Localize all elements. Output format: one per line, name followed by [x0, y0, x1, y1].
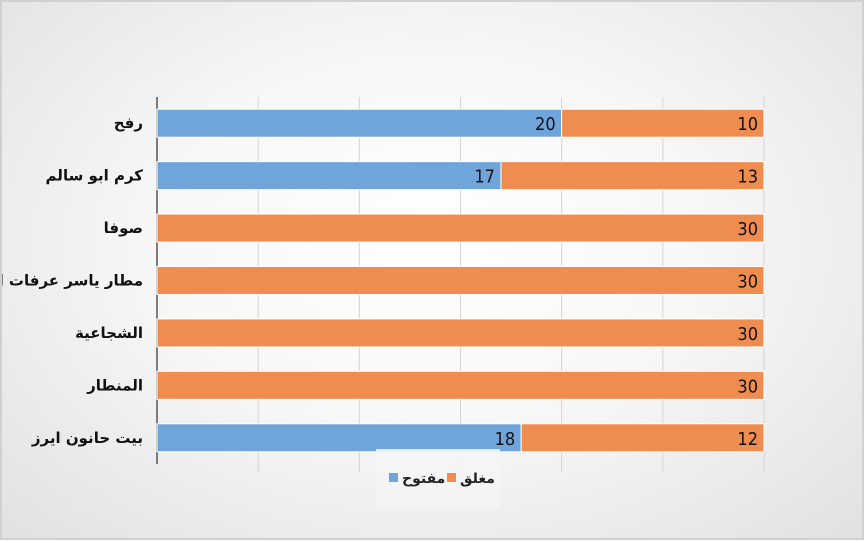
- category-label: رفح: [114, 114, 143, 132]
- legend-swatch-closed: [447, 473, 456, 482]
- legend: مفتوح مغلق: [376, 449, 500, 507]
- legend-label-closed: مغلق: [460, 471, 495, 487]
- bar-segment-closed: [520, 423, 765, 453]
- bar-segment-closed: [156, 266, 765, 295]
- bar-segment-closed: [156, 370, 765, 400]
- data-label: 30: [737, 219, 758, 240]
- data-label: 10: [737, 114, 758, 135]
- data-label: 17: [474, 167, 495, 188]
- bars: [156, 108, 765, 453]
- bar-segment-closed: [500, 161, 765, 191]
- data-label: 30: [737, 376, 758, 397]
- category-label: صوفا: [104, 219, 143, 237]
- data-label: 18: [495, 429, 516, 450]
- category-label: المنطار: [86, 376, 143, 394]
- data-label: 30: [737, 324, 758, 345]
- data-label: 20: [535, 114, 556, 135]
- data-label: 30: [737, 272, 758, 293]
- data-label: 12: [737, 429, 758, 450]
- bar-segment-closed: [156, 318, 765, 348]
- legend-swatch-open: [389, 473, 398, 482]
- category-label: كرم ابو سالم: [46, 167, 144, 185]
- bar-segment-closed: [156, 213, 765, 243]
- labels: رفح 20 10 كرم ابو سالم 17 13 صوفا 30 مطار ياسر ع…: [2, 114, 758, 450]
- bar-segment-open: [156, 108, 563, 138]
- bar-segment-open: [156, 161, 502, 191]
- category-label: الشجاعية: [75, 324, 143, 342]
- data-label: 13: [737, 167, 758, 188]
- category-label: بيت حانون ايرز: [31, 429, 143, 447]
- legend-label-open: مفتوح: [402, 471, 445, 487]
- category-label: مطار ياسر عرفات الدولي: [2, 272, 143, 290]
- bar-segment-closed: [561, 108, 765, 138]
- bar-segment-open: [156, 423, 522, 453]
